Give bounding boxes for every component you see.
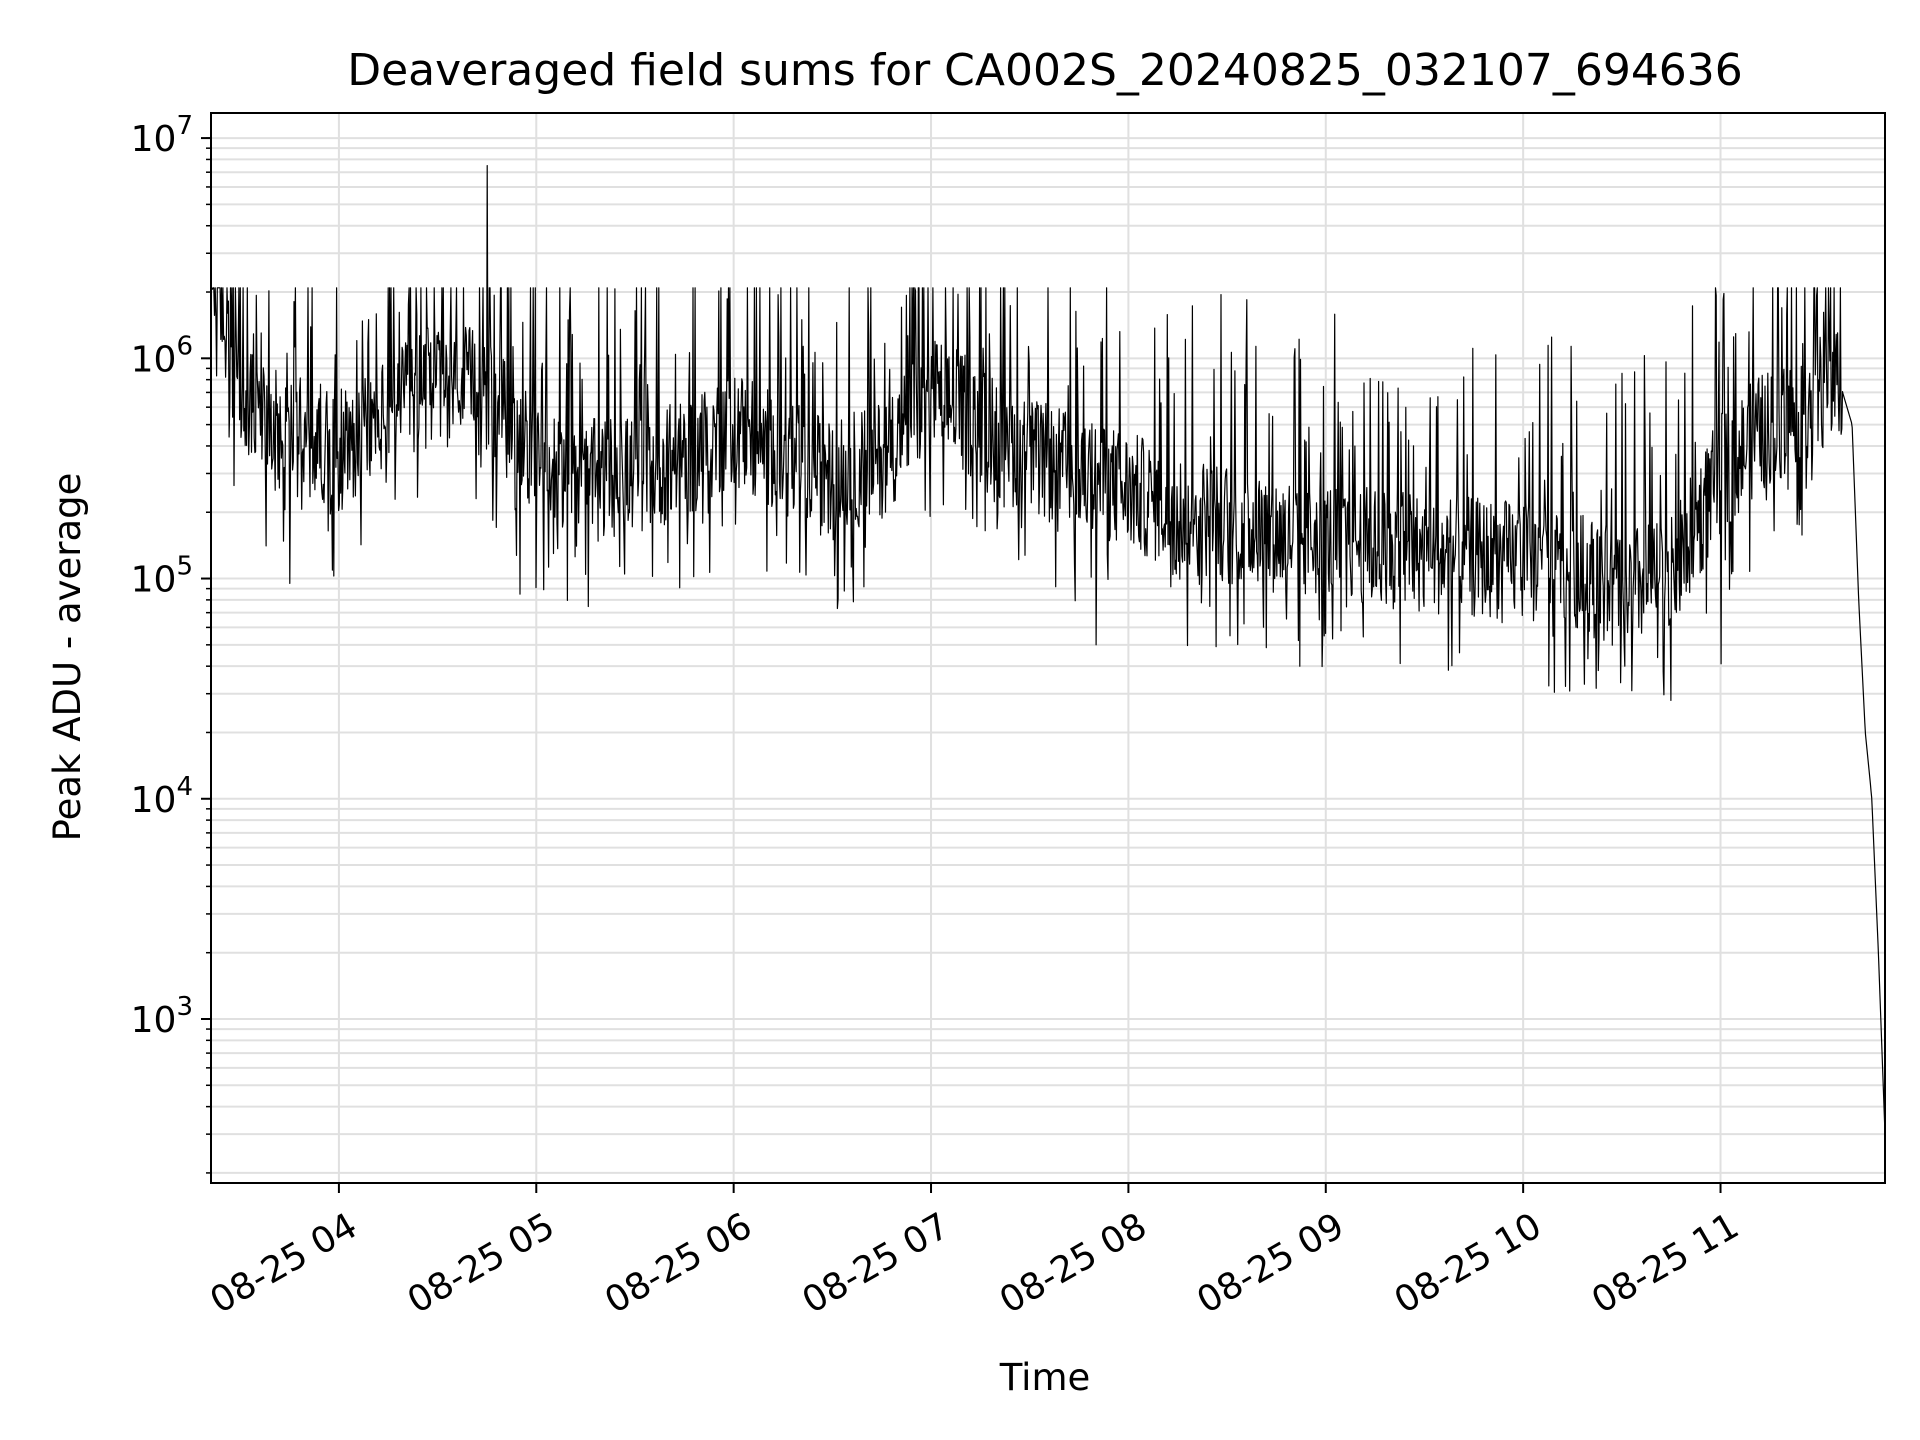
x-axis-label: Time (999, 1356, 1091, 1399)
y-tick-exponent: 7 (176, 111, 193, 141)
grid-lines (211, 113, 1885, 1183)
y-tick-exponent: 6 (176, 331, 193, 361)
y-axis-label: Peak ADU - average (46, 473, 89, 842)
plot-frame (210, 112, 1886, 1184)
y-tick-exponent: 4 (176, 772, 193, 802)
chart-title: Deaveraged field sums for CA002S_2024082… (347, 45, 1743, 96)
series-line (211, 165, 1886, 1135)
series-layer (211, 165, 1886, 1135)
y-tick-exponent: 3 (176, 992, 193, 1022)
y-tick-exponent: 5 (176, 552, 193, 582)
tick-marks (201, 137, 1722, 1193)
